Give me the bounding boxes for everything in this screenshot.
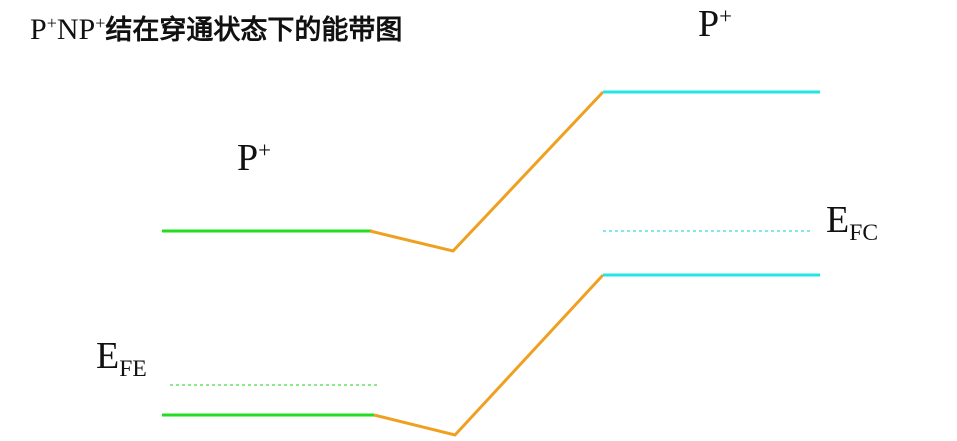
base-upper-band [370,92,603,251]
base-lower-band [374,275,603,435]
